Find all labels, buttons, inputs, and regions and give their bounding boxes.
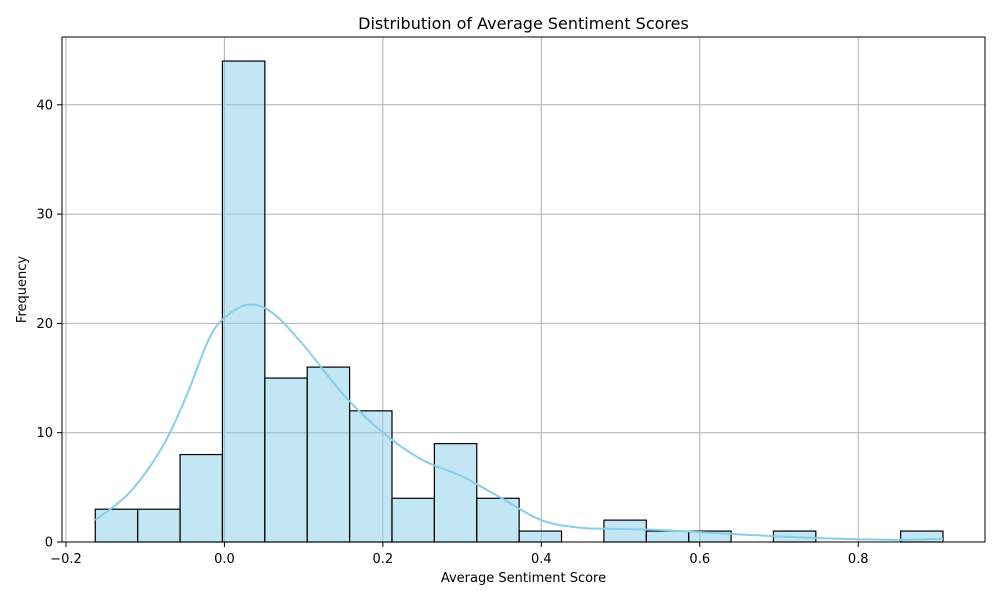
plot-frame xyxy=(61,36,986,543)
chart-title: Distribution of Average Sentiment Scores xyxy=(358,14,689,33)
kde-curve xyxy=(94,303,944,541)
histogram-bar xyxy=(94,508,139,543)
histogram-bar xyxy=(264,377,308,543)
histogram-bar xyxy=(645,530,690,543)
x-tick-label: 0.4 xyxy=(531,552,552,567)
histogram-bar xyxy=(348,410,393,543)
y-tick-label: 10 xyxy=(36,426,53,441)
histogram-bar xyxy=(433,443,478,543)
x-tick-label: 0.0 xyxy=(214,552,235,567)
y-axis-label: Frequency xyxy=(15,256,30,323)
histogram-bar xyxy=(603,519,647,543)
kde-curve-layer xyxy=(94,303,944,541)
histogram-bar xyxy=(179,453,224,543)
y-axis-ticks: 0 10 20 30 40 xyxy=(36,98,62,551)
histogram-bar xyxy=(306,366,351,543)
x-axis-label: Average Sentiment Score xyxy=(441,571,606,586)
histogram-bar xyxy=(391,497,435,543)
histogram-bar xyxy=(137,508,181,543)
histogram-bar xyxy=(221,60,266,543)
x-axis-ticks: −0.2 0.0 0.2 0.4 0.6 0.8 xyxy=(50,542,869,567)
bars xyxy=(94,60,944,543)
y-tick-label: 0 xyxy=(45,536,53,551)
y-tick-label: 20 xyxy=(36,317,53,332)
x-tick-label: −0.2 xyxy=(50,552,82,567)
x-tick-label: 0.2 xyxy=(373,552,394,567)
y-tick-label: 30 xyxy=(36,208,53,223)
y-tick-label: 40 xyxy=(36,98,53,113)
x-tick-label: 0.6 xyxy=(689,552,710,567)
x-tick-label: 0.8 xyxy=(848,552,869,567)
histogram-bar xyxy=(518,530,563,543)
histogram-bar xyxy=(476,497,520,543)
